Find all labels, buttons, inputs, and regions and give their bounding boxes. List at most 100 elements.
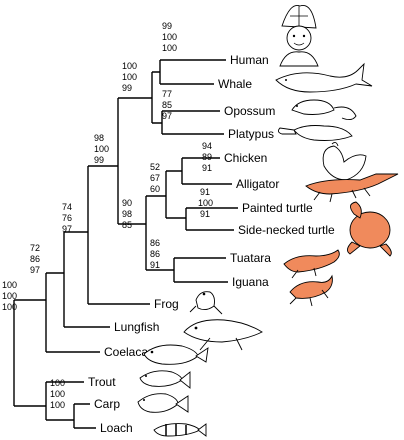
- branch-turtles: [185, 207, 238, 231]
- support-value: 77: [162, 89, 172, 99]
- support-value: 90: [122, 198, 132, 208]
- taxon-labels: Human Whale Opossum Platypus Chicken All…: [88, 53, 335, 435]
- support-opossum-platypus: 77 85 97: [162, 89, 172, 121]
- support-values: 99 100 100 100 100 99 77 85 97 98 100 99…: [2, 21, 213, 410]
- taxon-label-tuatara: Tuatara: [230, 251, 271, 265]
- support-mammals: 100 100 99: [122, 61, 137, 93]
- support-value: 97: [30, 265, 40, 275]
- support-value: 85: [162, 100, 172, 110]
- taxon-label-side-necked-turtle: Side-necked turtle: [238, 223, 335, 237]
- taxon-label-alligator: Alligator: [236, 177, 279, 191]
- support-reptiles: 90 98 85: [122, 198, 132, 230]
- support-value: 100: [2, 291, 17, 301]
- trout-icon: [139, 370, 191, 389]
- branch-sarcopterygii: [45, 272, 100, 353]
- support-value: 99: [122, 83, 132, 93]
- branch-chicken-alligator: [181, 157, 232, 185]
- support-teleosts: 100 100 100: [50, 378, 65, 410]
- taxon-label-painted-turtle: Painted turtle: [242, 201, 313, 215]
- support-value: 100: [122, 72, 137, 82]
- support-value: 85: [122, 220, 132, 230]
- taxon-label-opossum: Opossum: [224, 104, 275, 118]
- branch-teleosts: [45, 381, 84, 421]
- support-value: 100: [2, 280, 17, 290]
- support-value: 86: [150, 238, 160, 248]
- iguana-icon: [289, 274, 333, 307]
- support-value: 76: [62, 213, 72, 223]
- support-amniotes: 98 100 99: [94, 133, 109, 165]
- support-value: 91: [200, 187, 210, 197]
- taxon-label-human: Human: [230, 53, 269, 67]
- taxon-label-carp: Carp: [94, 397, 120, 411]
- frog-icon: [189, 291, 223, 315]
- lungfish-icon: [183, 319, 263, 351]
- support-value: 99: [94, 155, 104, 165]
- support-archosaur-turtle: 52 67 60: [150, 162, 160, 194]
- carp-icon: [137, 393, 189, 413]
- taxon-label-lungfish: Lungfish: [114, 320, 159, 334]
- support-value: 100: [50, 400, 65, 410]
- taxon-label-loach: Loach: [100, 421, 133, 435]
- coelacanth-icon: [143, 344, 209, 365]
- support-value: 72: [30, 243, 40, 253]
- human-icon: [279, 4, 319, 67]
- support-value: 94: [202, 141, 212, 151]
- support-value: 98: [94, 133, 104, 143]
- support-sarcopterygii: 72 86 97: [30, 243, 40, 275]
- support-value: 67: [150, 173, 160, 183]
- taxon-label-trout: Trout: [88, 375, 116, 389]
- branch-root: [13, 299, 46, 407]
- taxon-label-iguana: Iguana: [232, 275, 269, 289]
- support-value: 97: [162, 111, 172, 121]
- animal-silhouettes: [137, 4, 399, 437]
- support-value: 86: [150, 249, 160, 259]
- branch-tetrapods: [87, 165, 150, 305]
- support-root: 100 100 100: [2, 280, 17, 312]
- loach-icon: [153, 423, 207, 437]
- branch-tuatara-iguana: [173, 257, 228, 283]
- branch-carp-loach: [73, 403, 96, 429]
- tuatara-icon: [283, 249, 340, 279]
- support-value: 74: [62, 202, 72, 212]
- support-value: 100: [50, 389, 65, 399]
- support-chicken-alligator: 94 89 91: [202, 141, 212, 173]
- support-turtles: 91 100 91: [198, 187, 213, 219]
- branch-amniotes: [117, 97, 152, 225]
- branch-human-whale: [159, 59, 226, 85]
- support-value: 100: [94, 144, 109, 154]
- support-value: 86: [30, 254, 40, 264]
- taxon-label-chicken: Chicken: [224, 151, 267, 165]
- taxon-label-platypus: Platypus: [228, 127, 274, 141]
- branch-tetrapod-lungfish: [63, 231, 110, 328]
- support-value: 91: [150, 260, 160, 270]
- support-value: 91: [202, 163, 212, 173]
- support-value: 98: [122, 209, 132, 219]
- support-value: 60: [150, 184, 160, 194]
- whale-icon: [275, 62, 373, 93]
- support-tetrapods: 74 76 97: [62, 202, 72, 234]
- support-value: 100: [198, 198, 213, 208]
- branch-reptiles: [145, 195, 174, 271]
- support-tuatara-iguana: 86 86 91: [150, 238, 160, 270]
- support-value: 99: [162, 21, 172, 31]
- support-value: 100: [122, 61, 137, 71]
- support-value: 52: [150, 162, 160, 172]
- opossum-icon: [291, 99, 357, 121]
- tree-branches: [13, 59, 238, 429]
- support-value: 97: [62, 224, 72, 234]
- support-value: 91: [200, 209, 210, 219]
- support-human-whale: 99 100 100: [162, 21, 177, 53]
- support-value: 100: [50, 378, 65, 388]
- support-value: 100: [162, 32, 177, 42]
- alligator-icon: [305, 173, 399, 203]
- branch-opossum-platypus: [161, 110, 224, 135]
- taxon-label-frog: Frog: [154, 297, 179, 311]
- platypus-icon: [277, 125, 353, 141]
- support-value: 100: [162, 43, 177, 53]
- taxon-label-whale: Whale: [218, 77, 252, 91]
- branch-archosaur-turtle: [165, 170, 186, 219]
- side-necked-turtle-icon: [347, 201, 392, 257]
- support-value: 89: [202, 152, 212, 162]
- support-value: 100: [2, 302, 17, 312]
